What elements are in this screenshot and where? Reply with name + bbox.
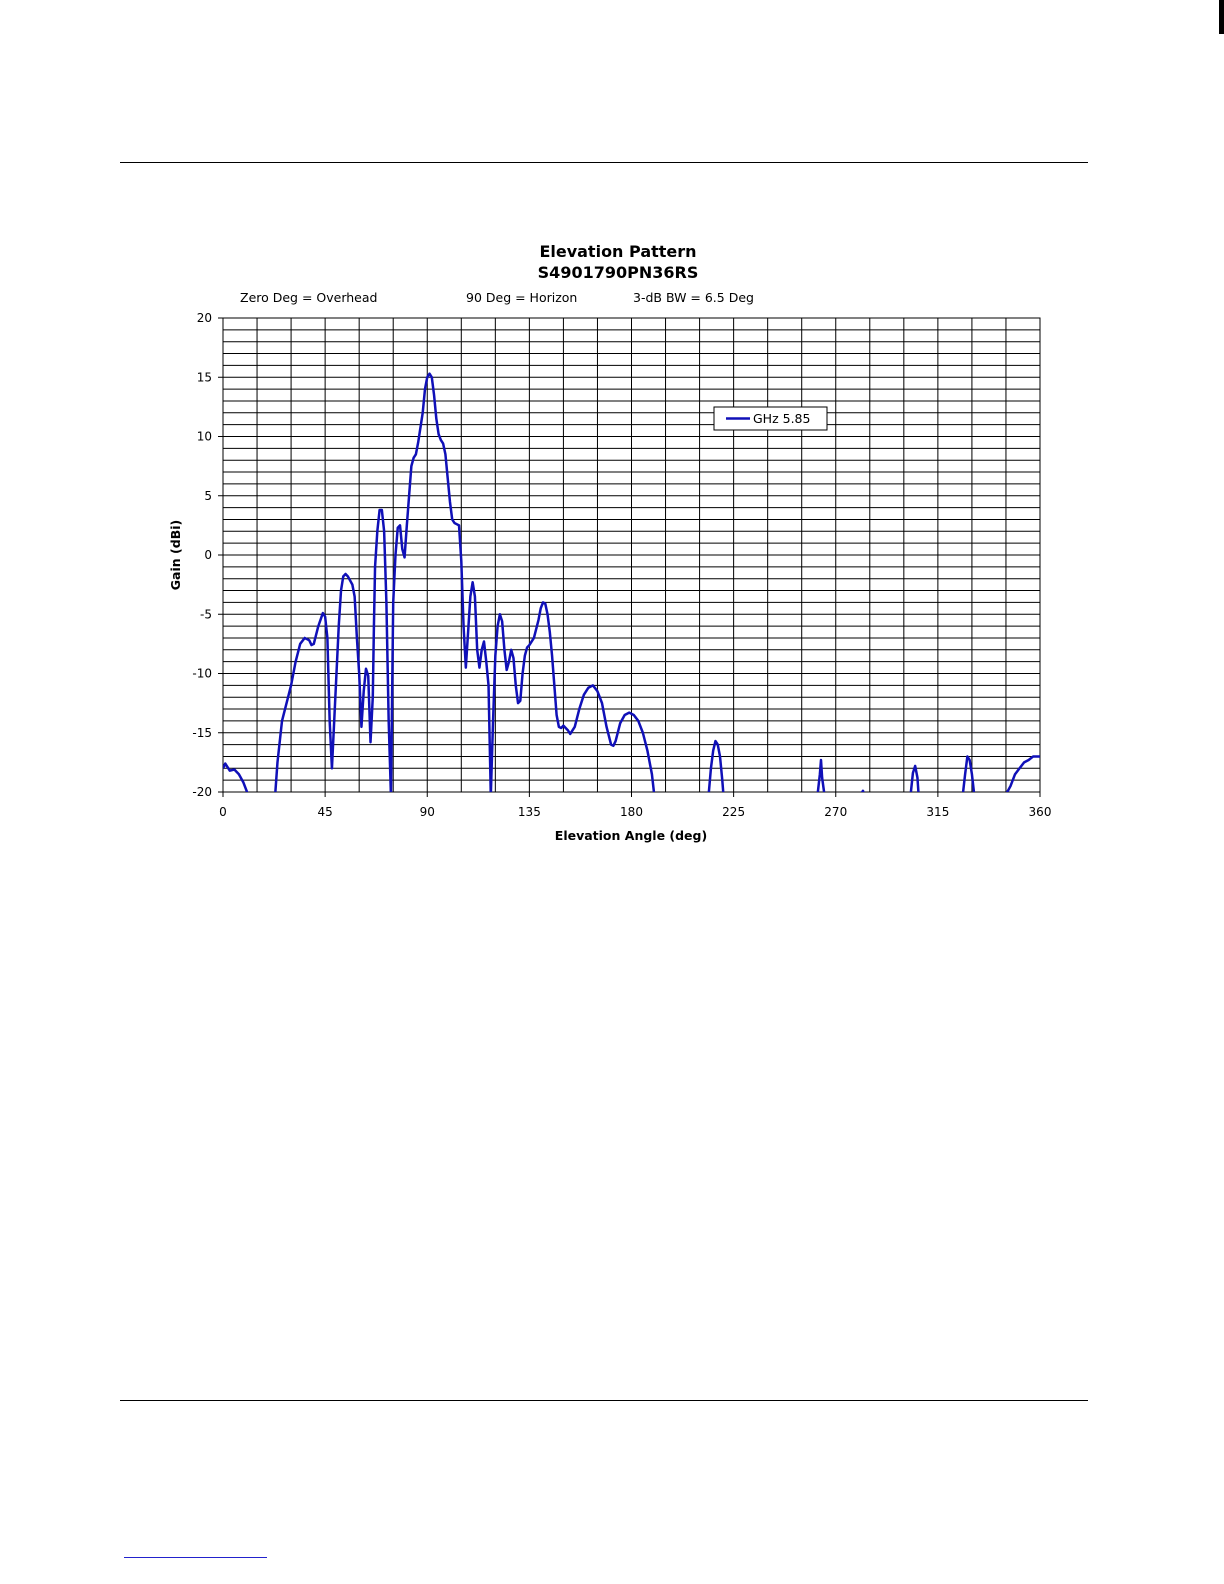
- y-tick-label: -10: [192, 667, 212, 681]
- x-tick-label: 270: [824, 805, 847, 819]
- y-tick-label: 0: [204, 548, 212, 562]
- y-tick-labels: 20 15 10 5 0 -5 -10 -15 -20: [192, 311, 223, 799]
- legend-box: [713, 406, 828, 431]
- annotation-90-deg: 90 Deg = Horizon: [466, 290, 577, 305]
- y-tick-label: 15: [197, 370, 212, 384]
- x-tick-label: 135: [518, 805, 541, 819]
- footer-rule: [120, 1400, 1088, 1401]
- y-tick-label: -15: [192, 726, 212, 740]
- chart-subtitle: S4901790PN36RS: [538, 263, 699, 282]
- x-axis-label: Elevation Angle (deg): [555, 828, 707, 843]
- plot-grid: [222, 317, 1041, 793]
- y-tick-label: 10: [197, 430, 212, 444]
- annotation-beamwidth: 3-dB BW = 6.5 Deg: [633, 290, 754, 305]
- x-tick-label: 360: [1029, 805, 1052, 819]
- legend-entry-label: GHz 5.85: [753, 411, 810, 426]
- x-tick-label: 45: [317, 805, 332, 819]
- chart-title: Elevation Pattern: [539, 242, 696, 261]
- header-rule: [120, 162, 1088, 163]
- annotation-zero-deg: Zero Deg = Overhead: [240, 290, 377, 305]
- footer-link-underline: [124, 1557, 267, 1558]
- elevation-pattern-chart: Elevation Pattern S4901790PN36RS Zero De…: [168, 242, 1051, 843]
- y-tick-label: 5: [204, 489, 212, 503]
- y-tick-label: -5: [200, 607, 212, 621]
- legend: GHz 5.85: [713, 406, 828, 431]
- x-tick-label: 0: [219, 805, 227, 819]
- y-tick-label: -20: [192, 785, 212, 799]
- series-layer: [223, 372, 1040, 792]
- y-tick-label: 20: [197, 311, 212, 325]
- x-tick-label: 180: [620, 805, 643, 819]
- x-tick-label: 225: [722, 805, 745, 819]
- page-edge-mark: [1219, 0, 1224, 34]
- x-tick-label: 90: [420, 805, 435, 819]
- x-tick-labels: 0 45 90 135 180 225 270 315 360: [219, 792, 1051, 819]
- series-line: [223, 372, 1040, 792]
- x-tick-label: 315: [926, 805, 949, 819]
- y-axis-label: Gain (dBi): [168, 520, 183, 590]
